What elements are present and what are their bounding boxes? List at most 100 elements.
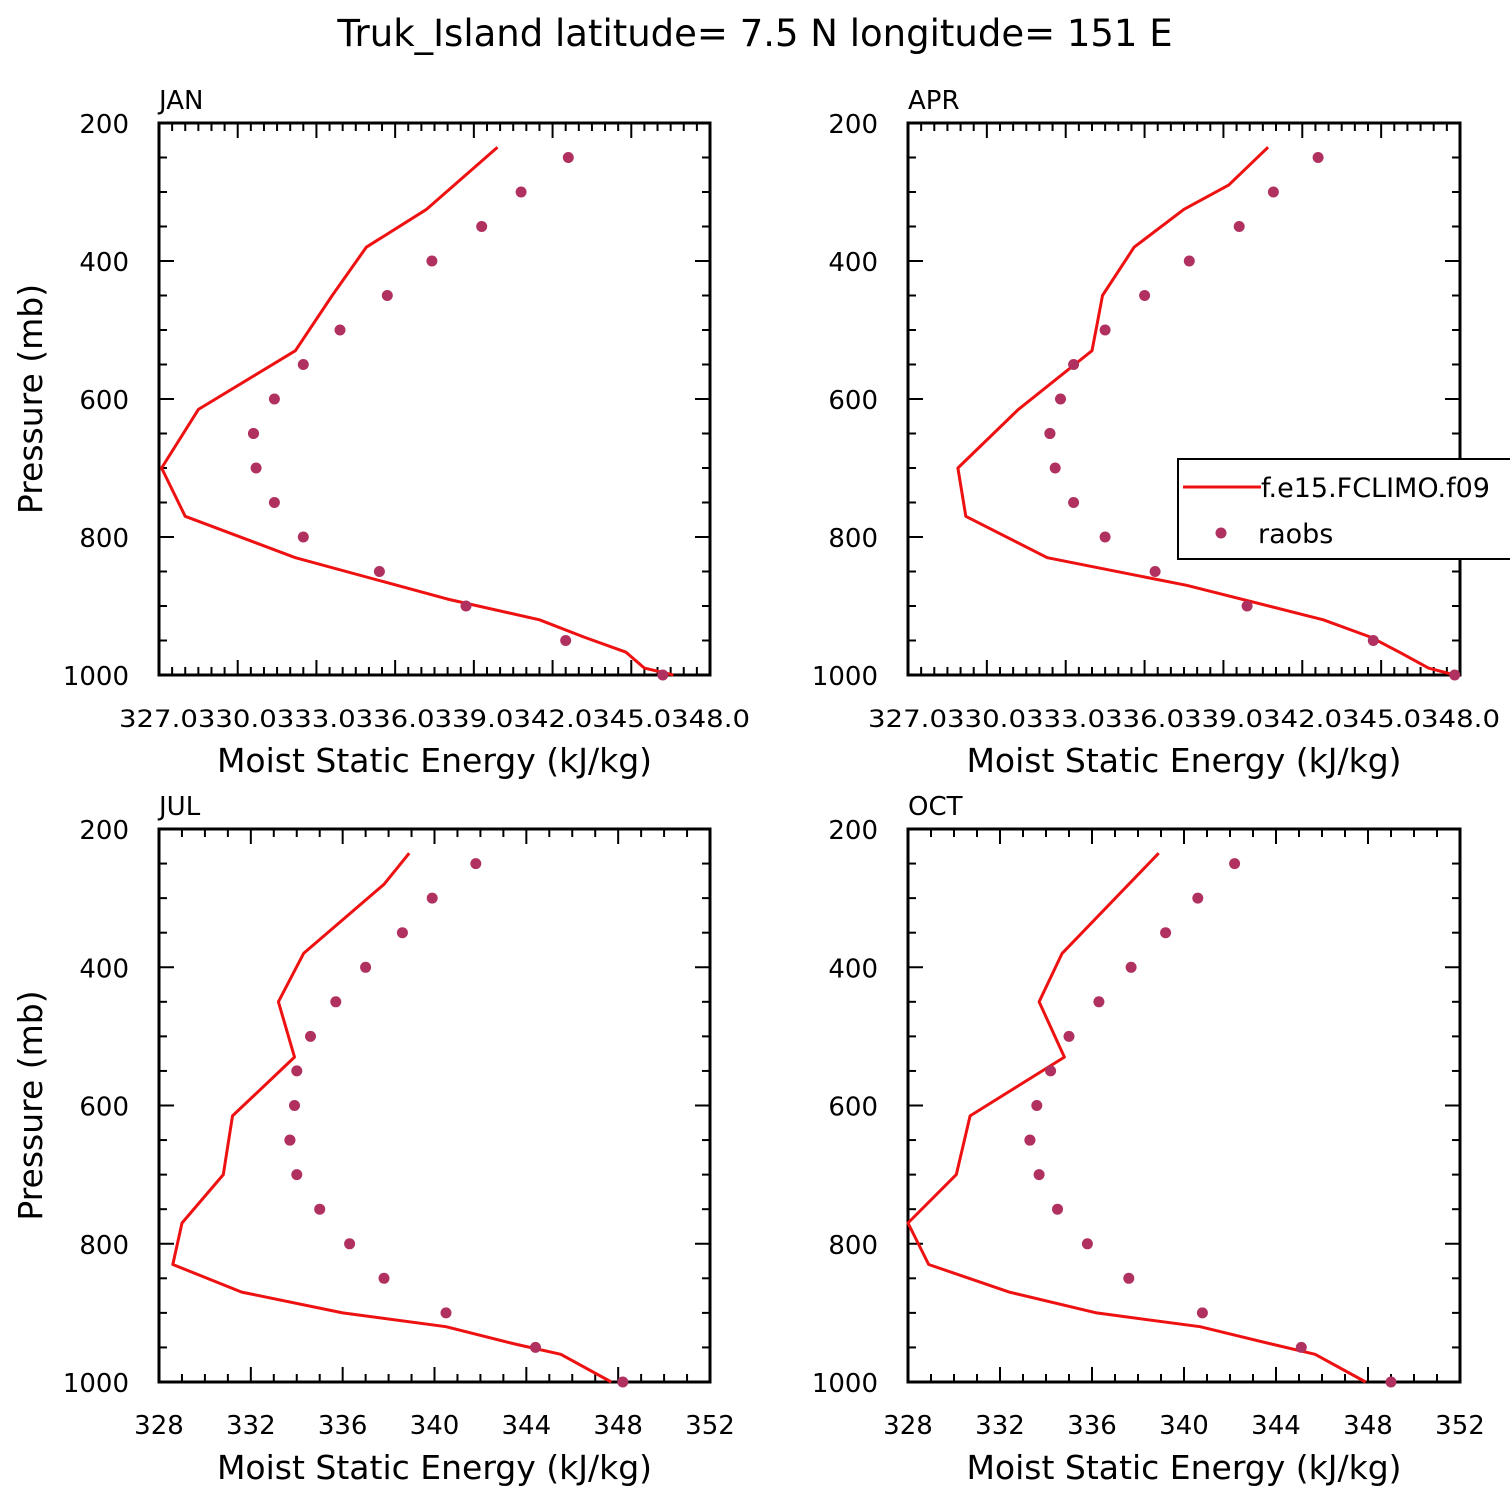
obs-point <box>1093 996 1105 1008</box>
obs-point <box>1031 1100 1043 1111</box>
obs-point <box>330 996 342 1008</box>
obs-point <box>530 1341 541 1353</box>
obs-point <box>1385 1376 1397 1388</box>
y-tick-label: 1000 <box>63 662 129 692</box>
obs-point <box>1233 221 1245 232</box>
obs-point <box>360 961 372 973</box>
model-line <box>171 852 613 1384</box>
y-tick-label: 1000 <box>63 1369 129 1399</box>
obs-point <box>1055 393 1066 405</box>
obs-point <box>378 1272 390 1284</box>
obs-point <box>1160 927 1172 939</box>
obs-point <box>460 600 472 612</box>
obs-point <box>1049 462 1061 474</box>
y-tick-label: 800 <box>79 524 129 554</box>
obs-point <box>1068 359 1080 370</box>
legend-dot-swatch <box>1215 527 1227 539</box>
y-tick-label: 600 <box>828 386 878 416</box>
model-line <box>956 146 1456 677</box>
y-tick-label: 800 <box>828 524 878 554</box>
x-tick-label: 340 <box>1159 1411 1209 1441</box>
obs-point <box>291 1065 303 1077</box>
obs-point <box>1063 1030 1075 1042</box>
x-axis-title: Moist Static Energy (kJ/kg) <box>217 1448 652 1487</box>
obs-point <box>344 1238 356 1250</box>
obs-point <box>289 1100 300 1111</box>
x-tick-label: 352 <box>1435 1411 1485 1441</box>
obs-point <box>1081 1238 1093 1250</box>
y-tick-label: 200 <box>79 816 129 846</box>
obs-point <box>1044 428 1056 439</box>
panel-label: APR <box>908 86 960 116</box>
obs-point <box>1149 566 1161 577</box>
figure-title: Truk_Island latitude= 7.5 N longitude= 1… <box>336 12 1172 55</box>
obs-point <box>268 393 280 405</box>
x-tick-label: 328 <box>134 1411 184 1441</box>
x-tick-label: 328 <box>883 1411 933 1441</box>
obs-point <box>1192 892 1204 904</box>
x-tick-label: 340 <box>410 1411 460 1441</box>
x-tick-labels: 327.0330.0333.0336.0339.0342.0345.0348.0 <box>868 705 1500 733</box>
obs-point <box>1123 1272 1135 1284</box>
obs-point <box>1139 290 1151 301</box>
y-axis-title: Pressure (mb) <box>11 990 50 1220</box>
x-tick-label: 344 <box>1251 1411 1301 1441</box>
x-tick-label: 336 <box>318 1411 368 1441</box>
obs-point <box>476 221 488 232</box>
panel-label: JUL <box>157 792 201 822</box>
obs-point <box>1295 1341 1307 1353</box>
y-tick-label: 200 <box>828 816 878 846</box>
obs-point <box>1241 600 1253 612</box>
panel-label: OCT <box>908 792 963 822</box>
obs-point <box>1068 497 1080 508</box>
model-line <box>160 146 674 677</box>
obs-point <box>1099 531 1111 543</box>
obs-point <box>284 1134 296 1146</box>
y-tick-label: 1000 <box>812 1369 878 1399</box>
y-tick-label: 600 <box>828 1093 878 1123</box>
obs-point <box>515 186 527 198</box>
obs-point <box>470 858 482 870</box>
y-tick-label: 400 <box>79 954 129 984</box>
obs-point <box>1052 1203 1063 1215</box>
obs-point <box>1099 324 1111 336</box>
panel-apr: 200 400 600 800 1000 327.0330.0333.0336.0339.… <box>812 86 1510 780</box>
obs-point <box>305 1030 316 1042</box>
obs-point <box>440 1307 452 1319</box>
obs-point <box>1229 858 1241 870</box>
y-tick-label: 200 <box>828 110 878 140</box>
y-axis-title: Pressure (mb) <box>11 284 50 514</box>
obs-point <box>426 255 438 267</box>
obs-point <box>396 927 408 939</box>
obs-point <box>314 1203 326 1215</box>
panel-jan: 200 400 600 800 1000 327.0330.0333.0336.0339.… <box>11 86 750 780</box>
plot-frame <box>906 827 1462 1384</box>
x-axis-title: Moist Static Energy (kJ/kg) <box>217 741 652 780</box>
x-tick-label: 344 <box>502 1411 552 1441</box>
obs-point <box>617 1376 629 1388</box>
y-tick-label: 200 <box>79 110 129 140</box>
obs-point <box>1125 961 1137 973</box>
y-tick-label: 400 <box>828 954 878 984</box>
obs-point <box>1267 186 1279 198</box>
obs-point <box>560 635 572 646</box>
x-tick-label: 336 <box>1067 1411 1117 1441</box>
x-tick-label: 348 <box>1343 1411 1393 1441</box>
obs-point <box>1196 1307 1208 1319</box>
legend-obs-label: raobs <box>1258 519 1333 550</box>
obs-point <box>1045 1065 1057 1077</box>
y-tick-label: 800 <box>79 1231 129 1261</box>
obs-point <box>248 428 259 439</box>
x-tick-label: 348 <box>593 1411 643 1441</box>
obs-point <box>381 290 393 301</box>
panels: 200 400 600 800 1000 327.0330.0333.0336.0339.… <box>11 86 1510 1487</box>
obs-point <box>297 359 309 370</box>
obs-point <box>426 892 438 904</box>
y-tick-label: 800 <box>828 1231 878 1261</box>
x-tick-labels: 327.0330.0333.0336.0339.0342.0345.0348.0 <box>119 705 750 733</box>
obs-point <box>291 1169 303 1181</box>
x-tick-label: 332 <box>226 1411 276 1441</box>
